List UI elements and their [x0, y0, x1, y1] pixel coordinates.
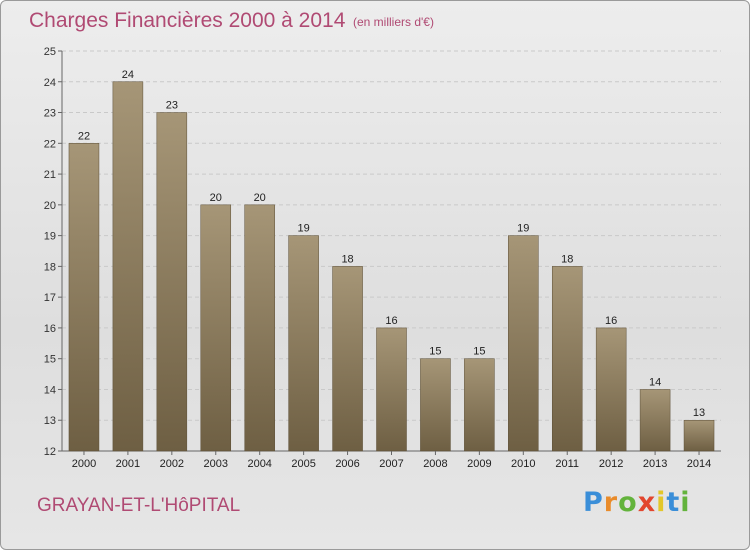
commune-name: GRAYAN-ET-L'HôPITAL — [37, 495, 241, 516]
bar — [244, 204, 275, 452]
chart-subtitle: (en milliers d'€) — [353, 15, 434, 29]
bar — [112, 81, 144, 452]
bar-value-label: 13 — [693, 407, 705, 419]
bar-value-label: 18 — [561, 253, 573, 265]
x-tick-label: 2012 — [599, 458, 623, 470]
bar-value-label: 20 — [210, 192, 222, 204]
bar-value-label: 16 — [605, 315, 617, 327]
bar — [683, 419, 715, 452]
bar — [420, 358, 451, 452]
bar-value-label: 16 — [385, 315, 397, 327]
bar — [595, 327, 627, 452]
x-tick-label: 2006 — [335, 458, 359, 470]
y-tick-label: 12 — [44, 446, 56, 458]
y-tick-label: 17 — [44, 292, 56, 304]
y-tick-label: 18 — [44, 261, 56, 273]
x-tick-label: 2000 — [72, 458, 96, 470]
logo-letter: t — [666, 487, 681, 518]
logo-letter: i — [680, 487, 691, 518]
bar — [464, 358, 495, 452]
x-tick-label: 2009 — [467, 458, 491, 470]
y-tick-label: 21 — [44, 169, 56, 181]
logo-letter: i — [656, 487, 667, 518]
logo-letter: r — [603, 487, 619, 518]
chart-title: Charges Financières 2000 à 2014 — [29, 9, 346, 32]
x-tick-label: 2010 — [511, 458, 535, 470]
bar-value-label: 19 — [298, 223, 310, 235]
y-tick-label: 16 — [44, 323, 56, 335]
x-tick-label: 2008 — [423, 458, 447, 470]
bar — [639, 389, 671, 452]
bar — [508, 235, 539, 452]
bar — [288, 235, 319, 452]
bar — [200, 204, 232, 452]
bar — [376, 327, 407, 452]
x-tick-label: 2003 — [204, 458, 228, 470]
bar-value-label: 15 — [429, 346, 441, 358]
x-tick-label: 2011 — [555, 458, 579, 470]
bar — [156, 112, 188, 452]
y-tick-label: 22 — [44, 138, 56, 150]
x-tick-label: 2004 — [247, 458, 271, 470]
x-tick-label: 2007 — [379, 458, 403, 470]
logo-letter: P — [583, 487, 604, 518]
bar-value-label: 20 — [254, 192, 266, 204]
x-tick-label: 2002 — [160, 458, 184, 470]
bar-value-label: 19 — [517, 223, 529, 235]
bar — [551, 266, 583, 452]
bar-value-label: 22 — [78, 130, 90, 142]
bar-value-label: 14 — [649, 376, 661, 388]
bar-value-label: 24 — [122, 69, 134, 81]
y-tick-label: 24 — [44, 77, 56, 89]
y-tick-label: 20 — [44, 200, 56, 212]
y-tick-label: 13 — [44, 415, 56, 427]
y-tick-label: 23 — [44, 108, 56, 120]
logo-letter: x — [637, 487, 657, 518]
y-tick-label: 14 — [44, 384, 56, 396]
bar — [332, 266, 363, 452]
x-tick-label: 2005 — [291, 458, 315, 470]
x-tick-label: 2001 — [116, 458, 140, 470]
x-tick-label: 2014 — [687, 458, 711, 470]
x-tick-label: 2013 — [643, 458, 667, 470]
y-tick-label: 15 — [44, 354, 56, 366]
bar — [68, 143, 100, 452]
bar-value-label: 15 — [473, 346, 485, 358]
proxiti-logo[interactable]: Proxiti — [583, 487, 691, 518]
y-tick-label: 25 — [44, 46, 56, 58]
y-tick-label: 19 — [44, 231, 56, 243]
logo-letter: o — [618, 487, 638, 518]
bar-value-label: 23 — [166, 100, 178, 112]
bar-value-label: 18 — [341, 253, 353, 265]
